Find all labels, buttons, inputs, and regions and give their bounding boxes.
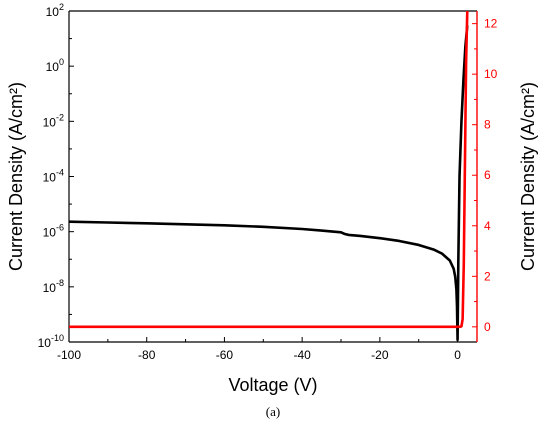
x-tick-label: -40: [293, 348, 311, 362]
left-tick-label: 10-2: [43, 112, 64, 129]
left-y-axis-title: Current Density (A/cm²): [6, 82, 26, 271]
x-tick-label: -100: [57, 348, 81, 362]
right-tick-label: 10: [484, 67, 498, 81]
log-current-density-line: [68, 25, 469, 342]
left-tick-label: 10-6: [43, 223, 64, 240]
plot-frame: [68, 10, 478, 343]
right-tick-label: 0: [484, 320, 491, 334]
right-tick-label: 12: [484, 17, 498, 31]
x-tick-label: -60: [216, 348, 234, 362]
x-axis-ticks: -100 -80 -60 -40 -20 0: [57, 337, 461, 362]
right-tick-label: 8: [484, 118, 491, 132]
left-tick-label: 10-4: [43, 168, 64, 185]
right-tick-label: 4: [484, 219, 491, 233]
left-tick-label: 100: [46, 57, 64, 74]
x-tick-label: 0: [454, 348, 461, 362]
x-axis-title: Voltage (V): [228, 375, 317, 395]
left-tick-label: 10-10: [38, 333, 64, 350]
left-tick-label: 10-8: [43, 278, 64, 295]
series-layer: [68, 10, 469, 342]
right-tick-label: 6: [484, 168, 491, 182]
right-y-axis-title: Current Density (A/cm²): [518, 82, 538, 271]
figure-caption: (a): [266, 404, 280, 419]
right-y-axis-ticks: 0 2 4 6 8 10 12: [472, 17, 498, 334]
x-tick-label: -20: [371, 348, 389, 362]
right-tick-label: 2: [484, 269, 491, 283]
linear-current-density-line: [69, 10, 469, 329]
left-tick-label: 102: [46, 2, 64, 19]
x-tick-label: -80: [138, 348, 156, 362]
left-y-axis-ticks: 10-10 10-8 10-6 10-4 10-2 100 102: [38, 2, 74, 350]
